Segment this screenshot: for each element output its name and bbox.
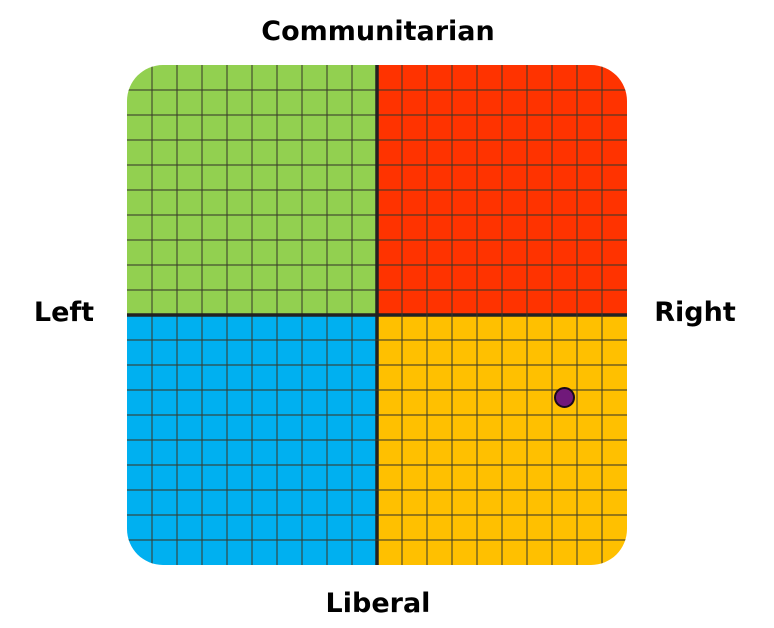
bottom-axis-label: Liberal	[326, 588, 431, 619]
left-axis-label: Left	[34, 297, 94, 328]
data-point	[554, 387, 575, 408]
right-axis-label: Right	[654, 297, 736, 328]
plot-area	[127, 65, 627, 565]
top-axis-label: Communitarian	[261, 16, 494, 47]
